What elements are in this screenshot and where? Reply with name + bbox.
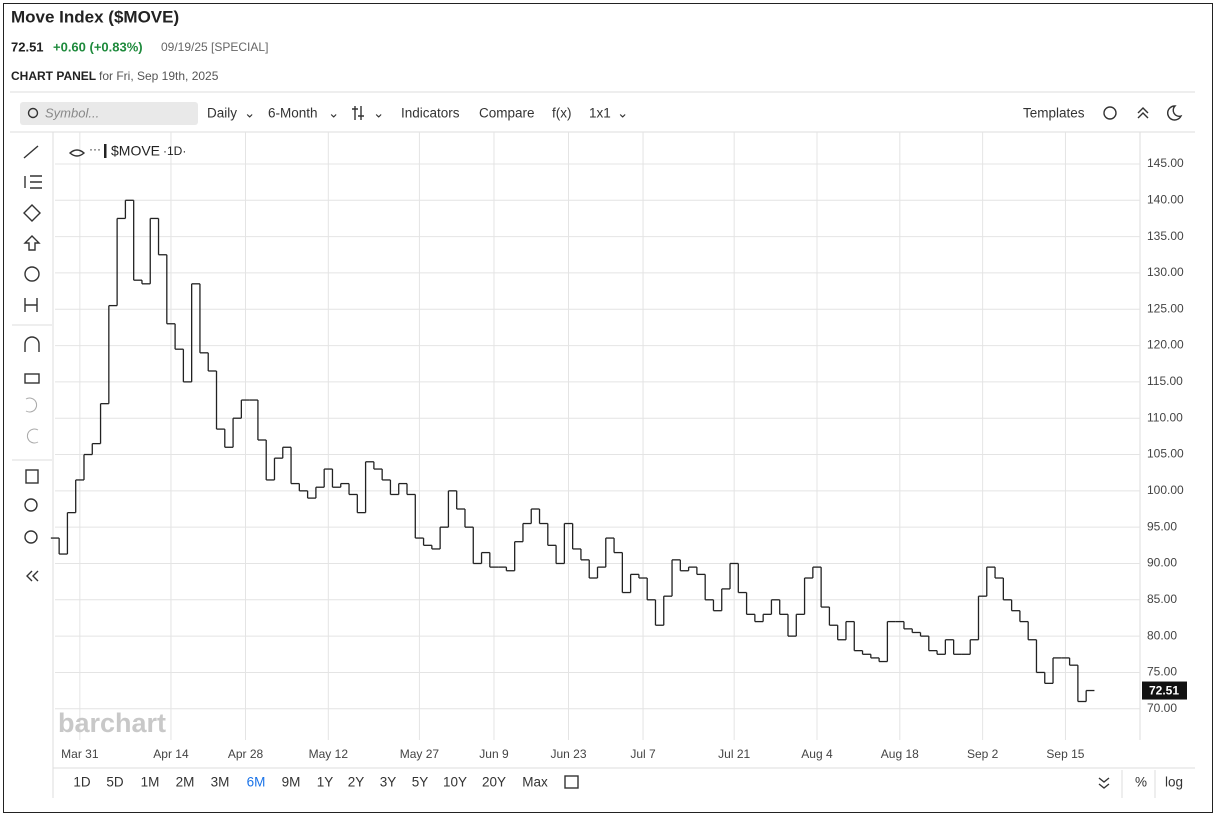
last-price-box [1142,681,1187,700]
y-tick-label: 115.00 [1147,374,1183,388]
settings-button[interactable] [1103,106,1117,120]
chevron: ⌄ [373,106,384,121]
range-button[interactable]: Max [522,775,548,790]
legend-interval: ·1D· [163,144,186,158]
chevron: ⌄ [617,106,628,121]
percent-button[interactable]: % [1135,775,1147,790]
y-tick-label: 130.00 [1147,265,1184,279]
range-button[interactable]: 1D [73,775,91,790]
theme-button[interactable] [1167,105,1183,121]
interval-button[interactable]: Daily [207,106,237,121]
range-button[interactable]: 1Y [317,775,334,790]
y-tick-label: 80.00 [1147,628,1177,642]
drawing-tools [12,145,52,582]
zoom-out-button[interactable] [24,530,38,544]
compare-button[interactable]: Compare [479,106,535,121]
y-tick-label: 85.00 [1147,592,1177,606]
x-tick-label: Jul 7 [630,747,656,761]
chevron: ⌄ [244,106,255,121]
y-tick-label: 70.00 [1147,701,1177,715]
y-tick-label: 110.00 [1147,410,1183,424]
x-tick-label: Apr 28 [228,747,264,761]
panel-label: CHART PANEL [11,69,96,83]
y-tick-label: 95.00 [1147,519,1177,533]
range-buttons: 1D 5D 1M 2M 3M 6M 9M 1Y 2Y 3Y 5Y 10Y 20Y Max [73,775,548,790]
plot: 70.00 75.00 80.00 85.00 90.00 95.00 100.00 105.… [50,132,1187,761]
x-tick-label: Jun 23 [550,747,586,761]
range-button[interactable]: 9M [282,775,301,790]
x-tick-label: Aug 18 [881,747,919,761]
visibility-toggle[interactable] [68,149,86,157]
price: 72.51 [11,39,44,54]
layout-button[interactable]: 1x1 [589,106,611,121]
symbol-placeholder: Symbol... [45,105,99,120]
x-tick-label: Sep 15 [1046,747,1084,761]
last-price-label: 72.51 [1149,684,1179,698]
range-button[interactable]: 10Y [443,775,467,790]
range-button[interactable]: 3M [211,775,230,790]
title: Move Index ($MOVE) [11,7,179,26]
line-tool[interactable] [23,145,39,159]
undo-button[interactable] [25,397,38,413]
change: +0.60 (+0.83%) [53,39,143,54]
measure-tool[interactable] [24,298,38,312]
shape-tool[interactable] [23,204,41,222]
x-tick-label: Jun 9 [479,747,509,761]
y-tick-label: 145.00 [1147,156,1184,170]
annotation-tool[interactable] [24,266,40,282]
panel-date: for Fri, Sep 19th, 2025 [99,69,219,83]
quote-date: 09/19/25 [SPECIAL] [161,40,268,54]
range-button[interactable]: 1M [141,775,160,790]
range-button[interactable]: 5Y [412,775,429,790]
x-tick-label: Mar 31 [61,747,99,761]
y-tick-label: 140.00 [1147,192,1184,206]
y-tick-label: 90.00 [1147,556,1177,570]
indicators-button[interactable]: Indicators [401,106,460,121]
range-button[interactable]: 2Y [348,775,365,790]
legend-symbol: $MOVE [111,143,160,159]
y-tick-label: 125.00 [1147,301,1184,315]
fx-button[interactable]: f(x) [552,106,572,121]
expand-button[interactable] [1098,777,1110,789]
range-button[interactable]: 2M [176,775,195,790]
frame [3,3,1213,813]
symbol-search[interactable] [20,102,198,125]
y-tick-label: 100.00 [1147,483,1184,497]
collapse-button[interactable] [1137,107,1149,119]
x-tick-label: Jul 21 [718,747,750,761]
chevron: ⌄ [328,106,339,121]
y-tick-label: 105.00 [1147,447,1184,461]
legend-menu[interactable]: ··· [89,142,101,156]
zoom-in-button[interactable] [24,498,38,512]
range-button[interactable]: 6M [247,775,266,790]
x-tick-label: Aug 4 [801,747,833,761]
arrow-tool[interactable] [23,235,41,251]
period-button[interactable]: 6-Month [268,106,318,121]
templates-button[interactable]: Templates [1023,106,1085,121]
x-tick-label: Sep 2 [967,747,999,761]
range-button[interactable]: 5D [106,775,124,790]
y-tick-label: 75.00 [1147,665,1177,679]
x-tick-label: Apr 14 [153,747,189,761]
fib-tool[interactable] [24,175,42,189]
x-tick-label: May 12 [309,747,349,761]
collapse-tools-button[interactable] [26,570,39,582]
redo-button[interactable] [26,428,39,444]
date-picker[interactable] [564,775,579,789]
log-button[interactable]: log [1165,775,1183,790]
legend-swatch [104,144,107,158]
watermark: barchart [58,708,166,738]
chart-type-button[interactable] [352,106,364,120]
range-button[interactable]: 3Y [380,775,397,790]
x-tick-label: May 27 [400,747,440,761]
y-tick-label: 120.00 [1147,338,1184,352]
search-icon [27,107,39,119]
delete-button[interactable] [25,469,39,484]
y-tick-label: 135.00 [1147,229,1184,243]
range-button[interactable]: 20Y [482,775,506,790]
lock-tool[interactable] [24,373,40,384]
magnet-tool[interactable] [24,336,40,352]
